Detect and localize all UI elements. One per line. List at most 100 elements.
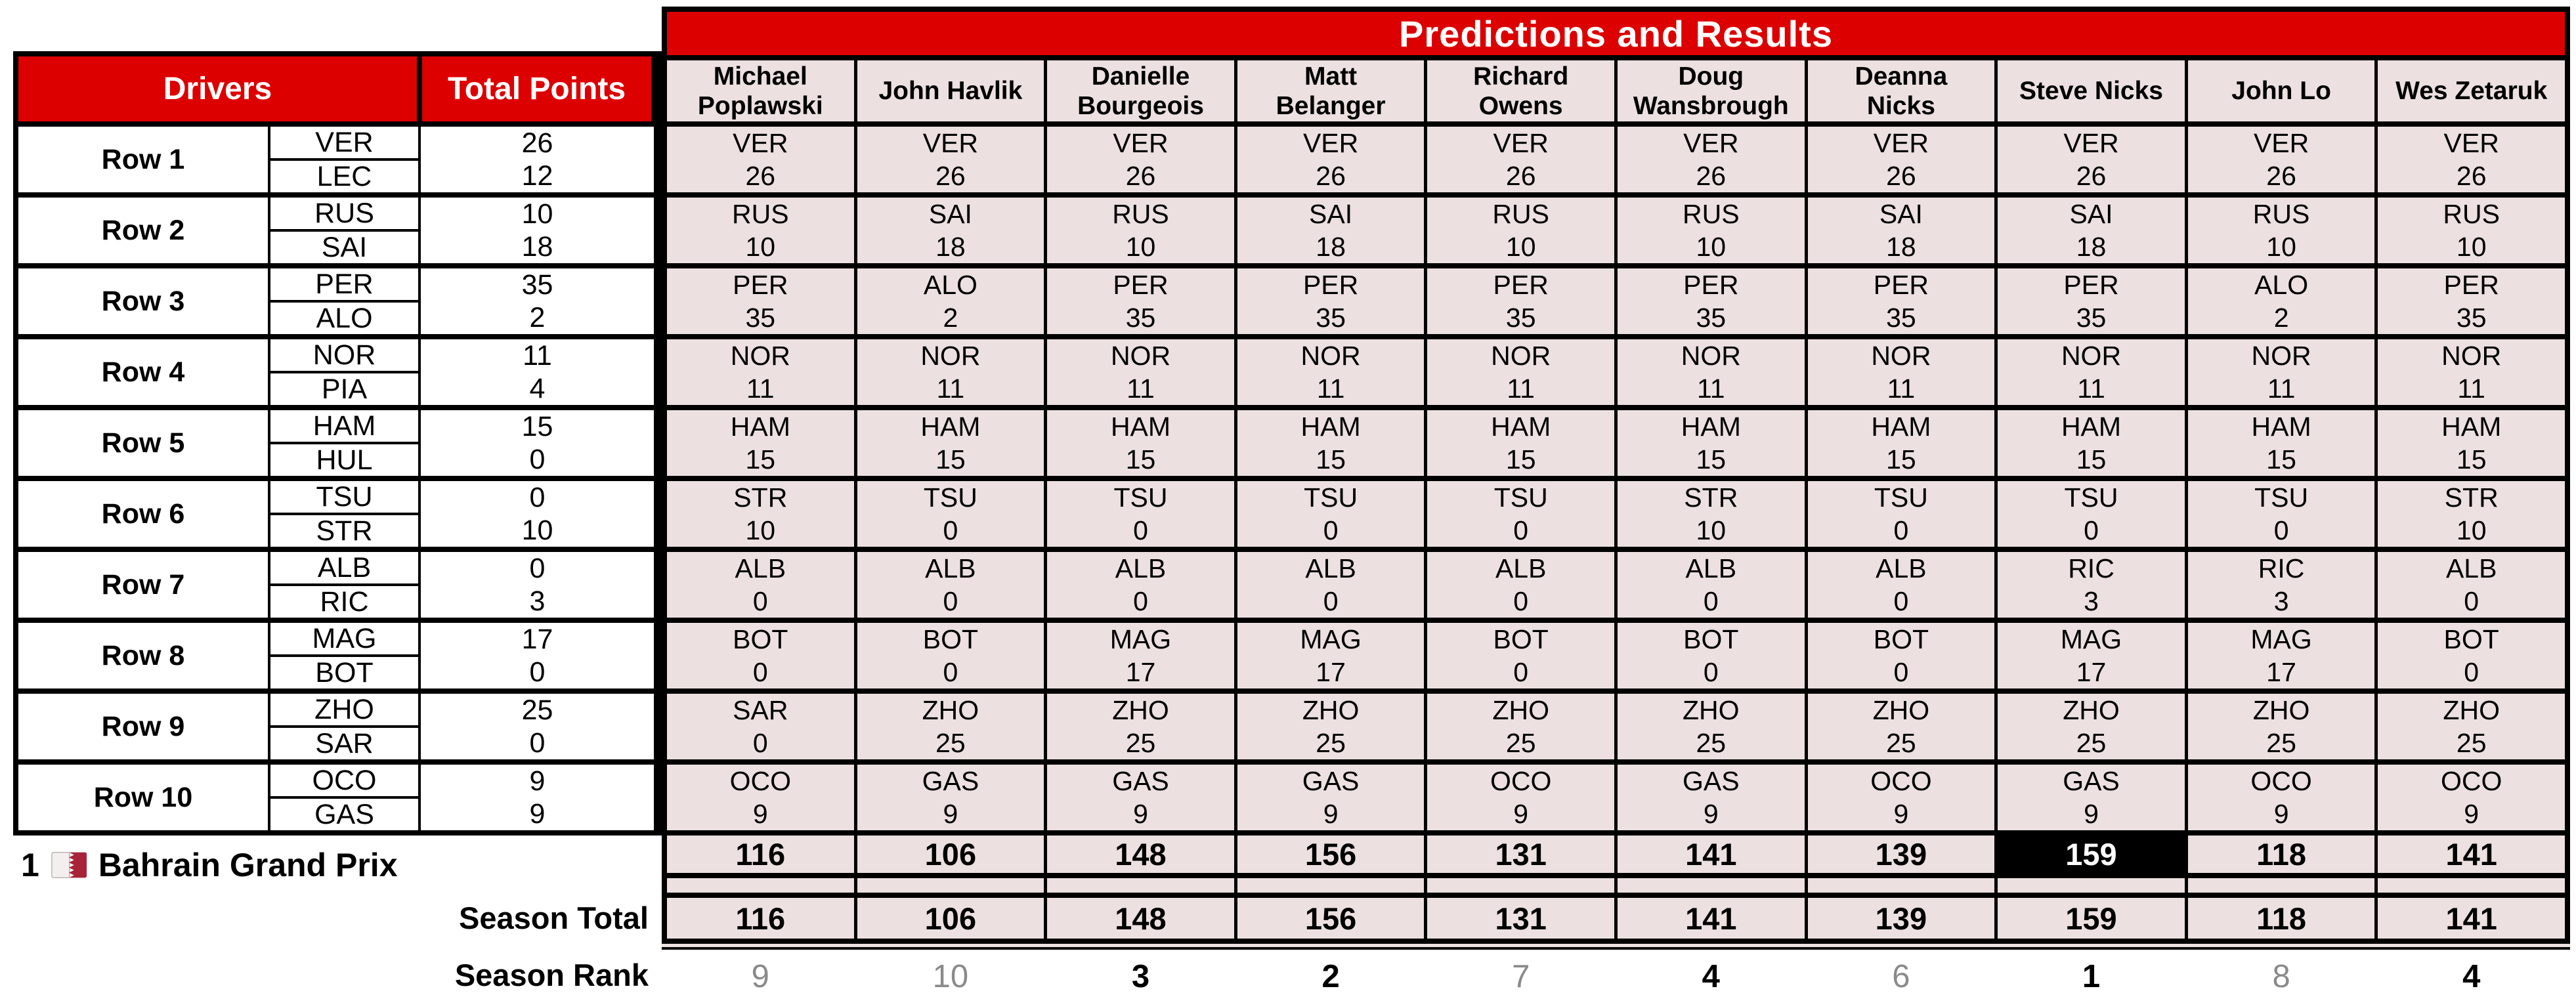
pick-driver-code: NOR xyxy=(920,341,981,371)
race-total-cell: 141 xyxy=(1618,836,1805,873)
player-name-cell: Michael Poplawski xyxy=(667,60,854,121)
pick-driver-points: 9 xyxy=(752,799,768,829)
pick-driver-points: 35 xyxy=(1886,303,1916,333)
race-number: 1 xyxy=(21,847,39,883)
pick-cell: MAG 17 xyxy=(2187,623,2375,688)
pick-cell: PER 35 xyxy=(1998,268,2185,334)
pick-cell: HAM 15 xyxy=(1618,410,1805,476)
driver-points-bottom: 4 xyxy=(529,373,546,404)
pick-driver-code: NOR xyxy=(730,341,790,371)
pick-cell: NOR 11 xyxy=(1807,339,1995,405)
pick-driver-points: 11 xyxy=(1697,373,1725,404)
pick-driver-code: OCO xyxy=(729,766,791,796)
player-name-line: John Lo xyxy=(2231,77,2331,105)
pick-driver-points: 17 xyxy=(2266,657,2296,687)
pick-cell: NOR 11 xyxy=(1047,339,1234,405)
pick-cell: ZHO 25 xyxy=(2378,694,2565,759)
pick-driver-code: GAS xyxy=(1683,766,1740,796)
pick-cell: RUS 10 xyxy=(667,198,854,263)
pick-cell: RIC 3 xyxy=(2187,552,2375,618)
pick-driver-points: 26 xyxy=(2456,161,2487,191)
pick-cell: VER 26 xyxy=(2187,127,2375,192)
pick-driver-code: ZHO xyxy=(1302,695,1360,725)
player-name-line: Doug xyxy=(1678,62,1744,91)
pick-driver-code: VER xyxy=(1873,128,1929,158)
driver-points-top: 35 xyxy=(521,269,553,301)
pick-driver-code: HAM xyxy=(1871,412,1931,442)
pick-cell: SAR 0 xyxy=(667,694,854,759)
pick-driver-points: 0 xyxy=(1323,515,1339,545)
race-total-cell: 106 xyxy=(857,836,1044,873)
pick-driver-code: STR xyxy=(1684,482,1738,513)
pick-cell: NOR 11 xyxy=(2378,339,2565,405)
race-total-cell: 159 xyxy=(1998,836,2185,873)
season-total-cell: 156 xyxy=(1237,898,1425,939)
pick-cell: PER 35 xyxy=(1237,268,1425,334)
pick-driver-code: HAM xyxy=(730,412,790,442)
row-label: Row 5 xyxy=(18,410,268,476)
pick-driver-points: 0 xyxy=(1323,586,1339,616)
driver-code-cells: RUS SAI xyxy=(270,198,418,263)
pick-cell: HAM 15 xyxy=(1998,410,2185,476)
player-name-line: Danielle xyxy=(1091,62,1190,91)
pick-driver-points: 26 xyxy=(745,161,776,191)
pick-driver-code: PER xyxy=(1113,270,1169,300)
pick-cell: STR 10 xyxy=(667,481,854,547)
driver-row: Row 2 RUS SAI 10 18 xyxy=(18,198,656,263)
pick-driver-points: 0 xyxy=(752,586,768,616)
pick-cell: OCO 9 xyxy=(1807,765,1995,830)
player-name-cell: Matt Belanger xyxy=(1237,60,1425,121)
pick-cell: RUS 10 xyxy=(1047,198,1234,263)
player-picks-rows: VER 26 VER 26 VER 26 VER 26 VER 26 VER 26 VER 26 VER 26… xyxy=(667,127,2565,830)
pick-driver-points: 35 xyxy=(2456,303,2487,333)
driver-code-top: VER xyxy=(270,127,418,158)
picks-row: BOT 0 BOT 0 MAG 17 MAG 17 BOT 0 BOT 0 BOT 0 MAG 17 MAG 17… xyxy=(667,623,2565,688)
pick-driver-points: 9 xyxy=(2084,799,2099,829)
pick-cell: HAM 15 xyxy=(1427,410,1614,476)
pick-driver-points: 10 xyxy=(2456,232,2487,262)
pick-driver-points: 35 xyxy=(2076,303,2107,333)
pick-driver-points: 9 xyxy=(1893,799,1909,829)
pick-driver-code: BOT xyxy=(2443,624,2499,654)
pick-driver-code: NOR xyxy=(1300,341,1361,371)
driver-points-cell: 11 4 xyxy=(421,339,654,405)
player-name-cell: Doug Wansbrough xyxy=(1618,60,1805,121)
pick-driver-code: HAM xyxy=(920,412,981,442)
pick-driver-code: SAI xyxy=(1309,199,1353,229)
driver-points-top: 10 xyxy=(521,198,553,230)
driver-points-cell: 17 0 xyxy=(421,623,654,688)
pick-driver-code: NOR xyxy=(1681,341,1741,371)
pick-driver-code: HAM xyxy=(2061,412,2122,442)
drivers-header-cell: Drivers xyxy=(18,56,417,121)
pick-driver-code: PER xyxy=(2443,270,2499,300)
pick-driver-code: VER xyxy=(1683,128,1739,158)
pick-driver-code: VER xyxy=(1113,128,1169,158)
pick-driver-code: MAG xyxy=(1109,624,1172,654)
pick-driver-points: 0 xyxy=(1893,586,1909,616)
pick-driver-points: 0 xyxy=(943,657,958,687)
driver-code-top: ZHO xyxy=(270,694,418,725)
pick-driver-points: 9 xyxy=(1323,799,1339,829)
driver-points-top: 17 xyxy=(521,624,553,655)
pick-driver-points: 9 xyxy=(1703,799,1719,829)
driver-code-cells: MAG BOT xyxy=(270,623,418,688)
pick-cell: VER 26 xyxy=(1807,127,1995,192)
pick-cell: HAM 15 xyxy=(2378,410,2565,476)
season-rank-cell: 4 xyxy=(2462,959,2481,994)
pick-driver-code: TSU xyxy=(1113,482,1168,513)
player-name-line: Poplawski xyxy=(697,91,823,120)
player-names-row: Michael Poplawski John Havlik Danielle Bourg… xyxy=(667,60,2565,121)
pick-driver-points: 35 xyxy=(745,303,776,333)
pick-driver-points: 0 xyxy=(1703,657,1719,687)
pick-driver-code: TSU xyxy=(2254,482,2309,513)
pick-cell: TSU 0 xyxy=(1427,481,1614,547)
pick-driver-points: 15 xyxy=(1125,444,1156,475)
pick-driver-points: 9 xyxy=(1513,799,1529,829)
pick-driver-points: 11 xyxy=(2077,373,2105,404)
pick-cell: NOR 11 xyxy=(857,339,1044,405)
row-label: Row 8 xyxy=(18,623,268,688)
pick-cell: PER 35 xyxy=(1807,268,1995,334)
driver-code-top: ALB xyxy=(270,552,418,583)
race-total-cell: 116 xyxy=(667,836,854,873)
row-label: Row 10 xyxy=(18,765,268,830)
